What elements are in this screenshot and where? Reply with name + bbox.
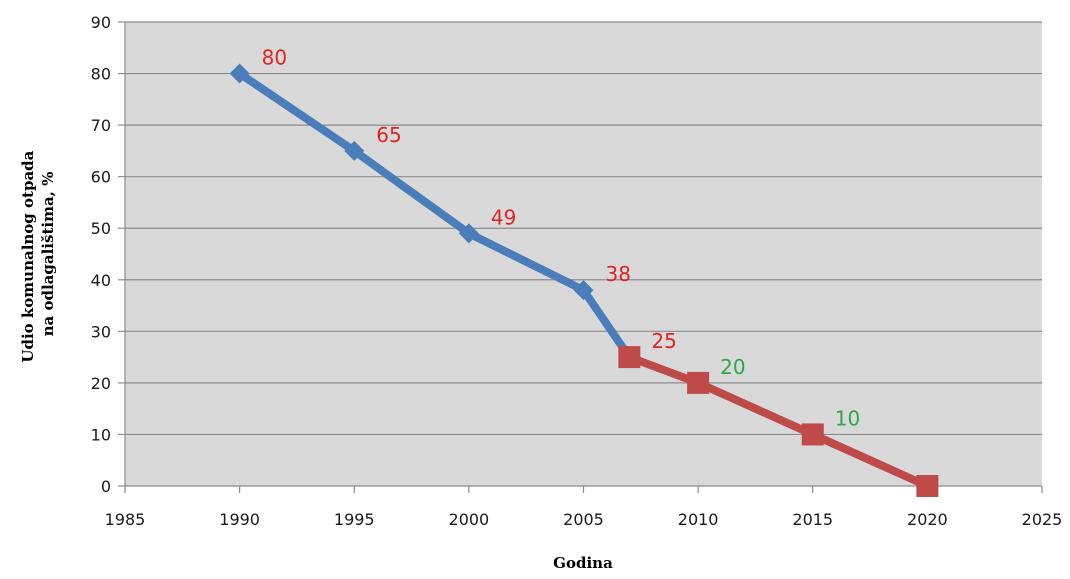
x-tick-label-2005: 2005 — [563, 510, 604, 529]
grid-lines — [118, 21, 1043, 493]
series-2-point-2015 — [801, 423, 824, 446]
y-tick-label-30: 30 — [91, 322, 111, 341]
x-axis-title: Godina — [553, 554, 613, 572]
data-label-2005: 38 — [606, 262, 631, 286]
y-tick-label-70: 70 — [91, 116, 111, 135]
series-2-line — [625, 353, 932, 490]
series-1-point-2000 — [458, 223, 479, 244]
series-2-point-2007 — [618, 346, 641, 369]
x-tick-label-2000: 2000 — [449, 510, 490, 529]
series-2-point-2010 — [687, 371, 710, 394]
x-tick-label-1985: 1985 — [105, 510, 146, 529]
y-tick-labels: 0 10 20 30 40 50 60 70 80 90 — [91, 13, 111, 496]
x-tick-label-2020: 2020 — [907, 510, 948, 529]
y-axis-title: Udio komunalnog otpada na odlagalištima,… — [19, 145, 57, 362]
y-axis-title-line-1: Udio komunalnog otpada — [19, 150, 37, 362]
data-label-2010: 20 — [720, 355, 745, 379]
x-tick-label-2025: 2025 — [1022, 510, 1063, 529]
y-tick-label-60: 60 — [91, 168, 111, 187]
x-tick-label-1990: 1990 — [219, 510, 260, 529]
y-tick-label-90: 90 — [91, 13, 111, 32]
y-tick-label-10: 10 — [91, 425, 111, 444]
series-1-point-1990 — [229, 63, 250, 84]
y-tick-label-20: 20 — [91, 374, 111, 393]
data-label-1990: 80 — [262, 46, 287, 70]
data-series — [229, 63, 939, 497]
data-label-2007: 25 — [651, 329, 676, 353]
data-label-2015: 10 — [835, 406, 860, 430]
y-tick-label-80: 80 — [91, 65, 111, 84]
x-tick-label-2010: 2010 — [678, 510, 719, 529]
series-1-point-2005 — [573, 280, 594, 301]
y-axis-title-line-2: na odlagalištima, % — [39, 172, 57, 337]
series-2-point-2020 — [916, 475, 939, 497]
y-tick-label-40: 40 — [91, 271, 111, 290]
x-tick-labels: 1985 1990 1995 2000 2005 2010 2015 2020 2025 — [105, 510, 1063, 529]
x-tick-label-1995: 1995 — [334, 510, 375, 529]
data-label-1995: 65 — [376, 123, 401, 147]
data-label-2000: 49 — [491, 205, 516, 229]
y-tick-label-0: 0 — [101, 477, 111, 496]
series-1-point-1995 — [344, 140, 365, 161]
y-tick-label-50: 50 — [91, 219, 111, 238]
x-tick-label-2015: 2015 — [792, 510, 833, 529]
data-labels: 80 65 49 38 25 20 10 — [262, 46, 861, 431]
